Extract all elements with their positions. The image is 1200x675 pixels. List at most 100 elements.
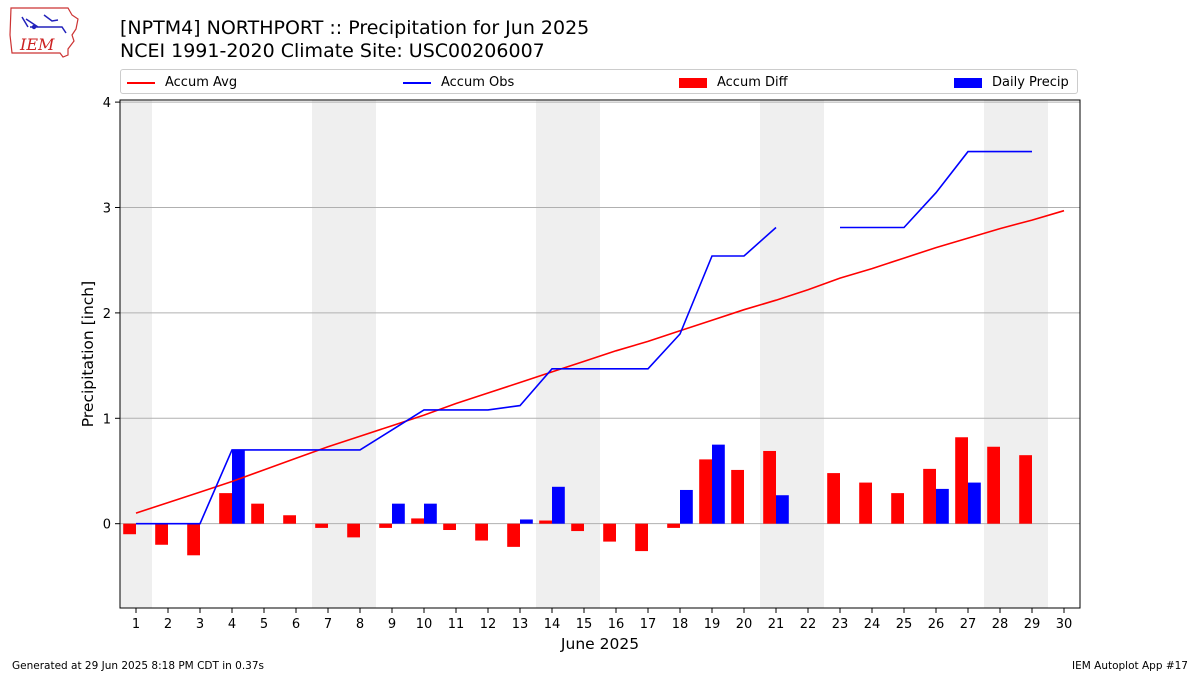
bar-accum-diff-day-7: [315, 523, 328, 528]
bar-daily-precip-day-18: [680, 489, 693, 524]
x-tick-label-9: 9: [388, 617, 396, 632]
legend-swatch-accum-diff: [679, 77, 707, 88]
bar-daily-precip-day-13: [520, 519, 533, 524]
x-tick-label-15: 15: [576, 617, 593, 632]
x-tick-label-22: 22: [800, 617, 817, 632]
iem-logo: IEM: [9, 7, 79, 58]
bar-daily-precip-day-19: [712, 444, 725, 524]
x-tick-label-12: 12: [480, 617, 497, 632]
bar-daily-precip-day-27: [968, 482, 981, 524]
weekend-shade-1: [312, 100, 376, 608]
x-axis-label: June 2025: [560, 635, 639, 653]
bar-accum-diff-day-17: [635, 523, 648, 552]
legend-label-accum-obs: Accum Obs: [441, 75, 515, 90]
bar-accum-diff-day-16: [603, 523, 616, 542]
bar-daily-precip-day-21: [776, 495, 789, 524]
legend-label-accum-diff: Accum Diff: [717, 75, 788, 90]
legend-swatch-accum-obs: [403, 81, 431, 84]
logo-text: IEM: [19, 35, 55, 54]
bar-accum-diff-day-5: [251, 503, 264, 524]
bar-accum-diff-day-12: [475, 523, 488, 541]
bar-daily-precip-day-10: [424, 503, 437, 524]
bar-accum-diff-day-4: [219, 493, 232, 524]
legend-item-accum-avg: Accum Avg: [127, 70, 237, 95]
bar-accum-diff-day-25: [891, 493, 904, 524]
footer-generated-text: Generated at 29 Jun 2025 8:18 PM CDT in …: [12, 660, 265, 672]
y-tick-label-2: 2: [103, 307, 111, 322]
bar-accum-diff-day-24: [859, 482, 872, 524]
bar-daily-precip-day-4: [232, 449, 245, 524]
line-accum-obs-segment-1: [840, 150, 1032, 229]
bar-accum-diff-day-8: [347, 523, 360, 538]
y-tick-label-0: 0: [103, 518, 111, 533]
bar-accum-diff-day-15: [571, 523, 584, 532]
x-tick-label-17: 17: [640, 617, 657, 632]
bar-accum-diff-day-9: [379, 523, 392, 528]
x-tick-label-11: 11: [448, 617, 465, 632]
bar-accum-diff-day-11: [443, 523, 456, 531]
bar-daily-precip-day-26: [936, 488, 949, 524]
bar-accum-diff-day-19: [699, 459, 712, 524]
x-tick-label-23: 23: [832, 617, 849, 632]
chart-subtitle: NCEI 1991-2020 Climate Site: USC00206007: [120, 40, 545, 62]
chart-legend: Accum Avg Accum Obs Accum Diff Daily Pre…: [120, 69, 1078, 94]
x-tick-label-2: 2: [164, 617, 172, 632]
x-tick-label-26: 26: [928, 617, 945, 632]
x-tick-label-19: 19: [704, 617, 721, 632]
bar-accum-diff-day-20: [731, 469, 744, 524]
x-tick-label-16: 16: [608, 617, 625, 632]
weekend-shade-4: [984, 100, 1048, 608]
legend-swatch-accum-avg: [127, 81, 155, 84]
bar-accum-diff-day-14: [539, 520, 552, 524]
bar-accum-diff-day-26: [923, 468, 936, 524]
legend-item-daily-precip: Daily Precip: [954, 70, 1069, 95]
bar-accum-diff-day-28: [987, 446, 1000, 524]
x-tick-label-10: 10: [416, 617, 433, 632]
line-accum-obs-segment-0: [136, 226, 777, 525]
weather-station-icon: [21, 14, 67, 34]
x-tick-label-3: 3: [196, 617, 204, 632]
x-tick-label-24: 24: [864, 617, 881, 632]
legend-label-accum-avg: Accum Avg: [165, 75, 238, 90]
plot-frame: [119, 99, 1081, 609]
x-tick-label-1: 1: [132, 617, 140, 632]
bar-accum-diff-day-29: [1019, 455, 1032, 524]
x-tick-label-5: 5: [260, 617, 268, 632]
bar-accum-diff-day-2: [155, 523, 168, 545]
x-tick-label-4: 4: [228, 617, 236, 632]
bar-accum-diff-day-3: [187, 523, 200, 556]
bar-accum-diff-day-6: [283, 515, 296, 524]
x-tick-label-30: 30: [1056, 617, 1073, 632]
weekend-shade-2: [536, 100, 600, 608]
bar-accum-diff-day-1: [123, 523, 136, 535]
x-tick-label-27: 27: [960, 617, 977, 632]
y-tick-label-4: 4: [103, 96, 111, 111]
legend-item-accum-diff: Accum Diff: [679, 70, 788, 95]
x-tick-label-13: 13: [512, 617, 529, 632]
x-tick-label-20: 20: [736, 617, 753, 632]
x-tick-label-7: 7: [324, 617, 332, 632]
x-tick-label-18: 18: [672, 617, 689, 632]
bar-accum-diff-day-27: [955, 437, 968, 524]
x-tick-label-21: 21: [768, 617, 785, 632]
x-tick-label-14: 14: [544, 617, 561, 632]
station-dot-icon: [31, 24, 37, 30]
x-tick-label-25: 25: [896, 617, 913, 632]
legend-item-accum-obs: Accum Obs: [403, 70, 514, 95]
y-tick-label-3: 3: [103, 202, 111, 217]
legend-label-daily-precip: Daily Precip: [992, 75, 1069, 90]
footer-app-text: IEM Autoplot App #17: [1072, 660, 1188, 672]
weekend-shade-3: [760, 100, 824, 608]
bar-daily-precip-day-9: [392, 503, 405, 524]
x-tick-label-6: 6: [292, 617, 300, 632]
y-axis-label: Precipitation [inch]: [79, 281, 97, 427]
bar-accum-diff-day-10: [411, 518, 424, 524]
x-tick-label-8: 8: [356, 617, 364, 632]
bar-daily-precip-day-14: [552, 486, 565, 524]
line-accum-avg-segment-0: [135, 209, 1065, 514]
chart-title: [NPTM4] NORTHPORT :: Precipitation for J…: [120, 17, 590, 39]
x-tick-label-28: 28: [992, 617, 1009, 632]
bar-accum-diff-day-13: [507, 523, 520, 547]
bar-accum-diff-day-21: [763, 450, 776, 524]
